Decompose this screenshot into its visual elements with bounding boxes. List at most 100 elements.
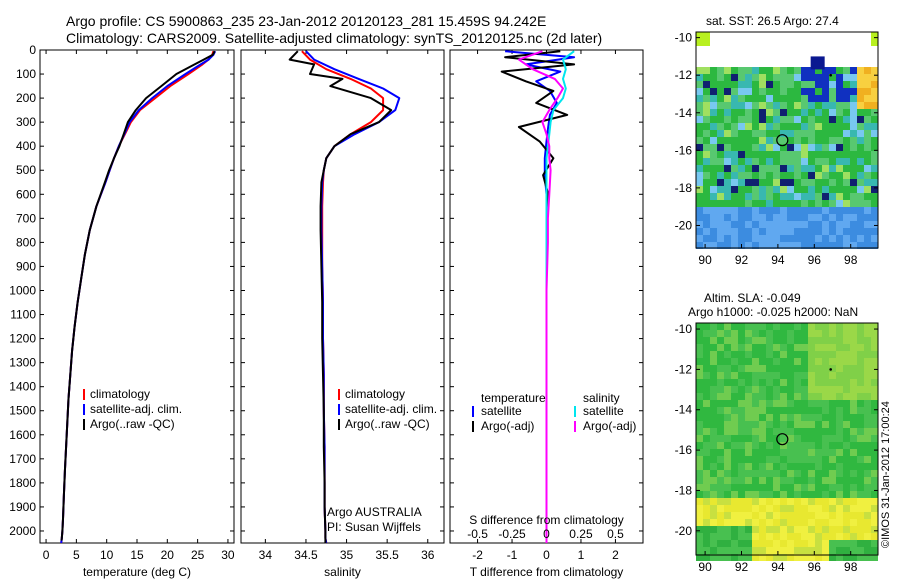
map-cell	[857, 158, 864, 165]
map-cell	[731, 407, 738, 414]
map-cell	[710, 172, 717, 179]
map-cell	[801, 337, 808, 344]
map-cell	[829, 442, 836, 449]
map-cell	[829, 379, 836, 386]
map-cell	[815, 400, 822, 407]
map-cell	[864, 505, 871, 512]
map-cell	[724, 228, 731, 235]
map-cell	[871, 221, 878, 228]
map-cell	[766, 491, 773, 498]
sla_map-frame	[695, 322, 879, 556]
map-cell	[696, 449, 703, 456]
map-cell	[815, 137, 822, 144]
map-cell	[717, 442, 724, 449]
map-cell	[864, 498, 871, 505]
map-cell	[738, 407, 745, 414]
map-cell	[759, 200, 766, 207]
map-cell	[780, 88, 787, 95]
map-cell	[696, 505, 703, 512]
map-cell	[829, 505, 836, 512]
map-cell	[780, 235, 787, 242]
map-cell	[843, 435, 850, 442]
map-cell	[857, 337, 864, 344]
sla_map-xtick-label: 94	[771, 560, 785, 574]
map-cell	[850, 165, 857, 172]
map-cell	[696, 407, 703, 414]
map-cell	[808, 533, 815, 540]
map-cell	[696, 379, 703, 386]
map-cell	[745, 137, 752, 144]
map-cell	[745, 214, 752, 221]
map-cell	[703, 540, 710, 547]
map-cell	[829, 421, 836, 428]
map-cell	[850, 200, 857, 207]
map-cell	[759, 533, 766, 540]
map-cell	[864, 193, 871, 200]
map-cell	[836, 351, 843, 358]
map-cell	[829, 235, 836, 242]
map-cell	[871, 456, 878, 463]
map-cell	[738, 95, 745, 102]
map-cell	[738, 505, 745, 512]
map-cell	[717, 81, 724, 88]
map-cell	[787, 386, 794, 393]
map-cell	[745, 414, 752, 421]
map-cell	[724, 200, 731, 207]
map-cell	[829, 81, 836, 88]
map-cell	[703, 214, 710, 221]
map-cell	[752, 435, 759, 442]
map-cell	[787, 123, 794, 130]
map-cell	[766, 116, 773, 123]
map-cell	[871, 137, 878, 144]
map-cell	[829, 207, 836, 214]
map-cell	[724, 386, 731, 393]
map-cell	[738, 435, 745, 442]
map-cell	[703, 88, 710, 95]
map-cell	[759, 379, 766, 386]
map-cell	[710, 533, 717, 540]
map-cell	[738, 519, 745, 526]
map-cell	[724, 179, 731, 186]
map-cell	[724, 186, 731, 193]
map-cell	[731, 67, 738, 74]
map-cell	[696, 74, 703, 81]
map-cell	[773, 386, 780, 393]
map-cell	[752, 151, 759, 158]
map-cell	[745, 428, 752, 435]
map-cell	[759, 351, 766, 358]
depth-tick-label: 200	[16, 91, 36, 105]
map-cell	[710, 144, 717, 151]
map-cell	[857, 193, 864, 200]
map-cell	[773, 88, 780, 95]
map-cell	[703, 449, 710, 456]
map-cell	[864, 165, 871, 172]
map-cell	[815, 172, 822, 179]
map-cell	[836, 372, 843, 379]
map-cell	[836, 477, 843, 484]
map-cell	[703, 365, 710, 372]
map-cell	[766, 540, 773, 547]
map-cell	[724, 116, 731, 123]
map-cell	[780, 414, 787, 421]
map-cell	[787, 67, 794, 74]
map-cell	[710, 505, 717, 512]
map-cell	[808, 379, 815, 386]
map-cell	[836, 484, 843, 491]
map-cell	[731, 123, 738, 130]
map-cell	[738, 207, 745, 214]
map-cell	[710, 477, 717, 484]
map-cell	[850, 442, 857, 449]
map-cell	[717, 477, 724, 484]
map-cell	[696, 39, 703, 46]
map-cell	[717, 221, 724, 228]
map-cell	[766, 344, 773, 351]
map-cell	[724, 540, 731, 547]
map-cell	[773, 379, 780, 386]
map-cell	[829, 407, 836, 414]
map-cell	[836, 344, 843, 351]
map-cell	[864, 533, 871, 540]
map-cell	[787, 554, 794, 561]
sst_map-ytick-label: -20	[675, 218, 693, 232]
map-cell	[843, 512, 850, 519]
map-cell	[745, 519, 752, 526]
